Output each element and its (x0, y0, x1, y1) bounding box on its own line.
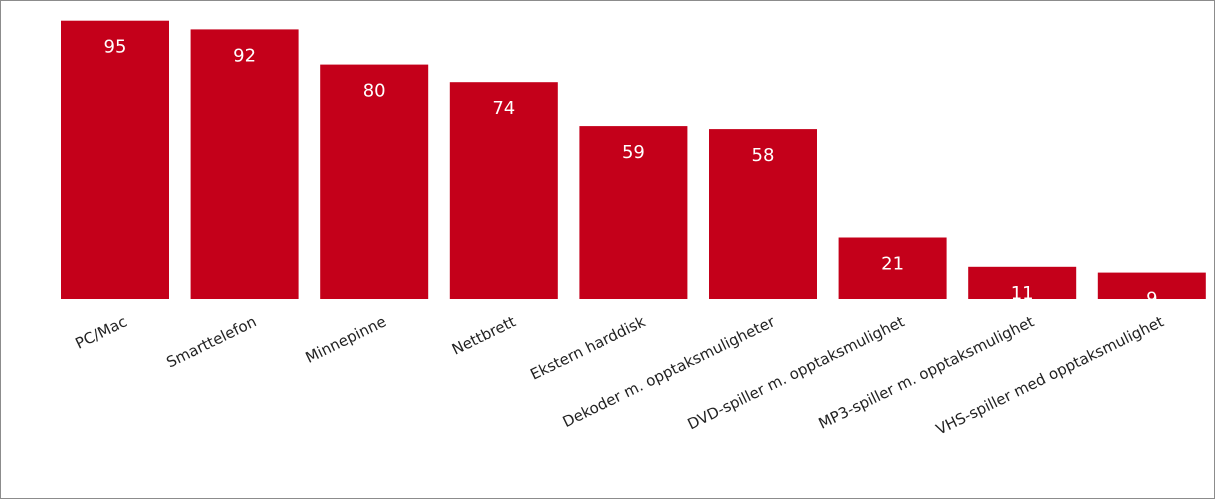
bar-1 (61, 20, 169, 299)
value-label-3: 80 (363, 81, 386, 102)
value-label-7: 21 (881, 254, 904, 275)
category-label-7: DVD-spiller m. opptaksmulighet (685, 312, 908, 433)
bar-7 (838, 237, 947, 299)
bar-6 (709, 129, 817, 299)
bar-8 (968, 266, 1077, 299)
value-label-9: 9 (1146, 289, 1157, 310)
category-label-4: Nettbrett (449, 312, 519, 358)
category-label-1: PC/Mac (72, 312, 129, 352)
bar-9 (1097, 272, 1206, 299)
bar-4 (449, 82, 558, 299)
category-label-9: VHS-spiller med opptaksmulighet (933, 312, 1167, 438)
value-label-1: 95 (104, 37, 127, 58)
category-label-6: Dekoder m. opptaksmuligheter (560, 312, 779, 431)
value-label-5: 59 (622, 142, 645, 163)
category-labels-group: PC/Mac Smarttelefon Minnepinne Nettbrett Eks… (72, 312, 1166, 439)
value-label-2: 92 (233, 45, 256, 66)
category-label-3: Minnepinne (303, 312, 389, 366)
value-labels-group: 95 92 80 74 59 58 21 11 9 (104, 37, 1158, 310)
bar-2 (190, 29, 299, 300)
category-label-8: MP3-spiller m. opptaksmulighet (816, 312, 1037, 432)
value-label-4: 74 (492, 98, 515, 119)
value-label-6: 58 (752, 145, 775, 166)
category-label-5: Ekstern harddisk (527, 312, 648, 383)
value-label-8: 11 (1011, 283, 1034, 304)
category-label-2: Smarttelefon (164, 312, 260, 371)
bar-5 (579, 126, 688, 299)
bars-group (61, 20, 1206, 300)
bar-3 (320, 64, 429, 299)
